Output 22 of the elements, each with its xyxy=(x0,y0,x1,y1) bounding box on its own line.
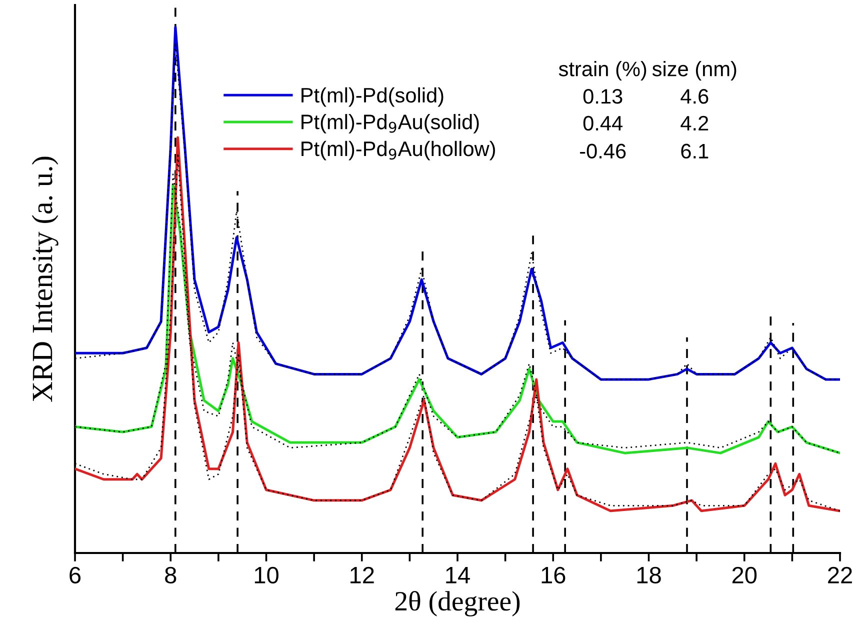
x-tick-label: 6 xyxy=(70,566,81,584)
annotation: 0.44 xyxy=(583,116,623,131)
annotation: 0.13 xyxy=(583,89,622,104)
x-tick-label: 16 xyxy=(542,566,566,584)
y-axis-title: XRD Intensity (a. u.) xyxy=(32,156,58,402)
annotation: 4.2 xyxy=(680,116,708,130)
legend-label: Pt(ml)-Pd$_{9}$Au(solid) xyxy=(302,114,479,134)
x-tick-label: 12 xyxy=(350,566,374,584)
x-tick-label: 8 xyxy=(165,566,176,584)
annotation: strain (%) xyxy=(558,61,646,80)
legend-label: Pt(ml)-Pd$_{9}$Au(hollow) xyxy=(302,140,495,160)
legend-label: Pt(ml)-Pd(solid) xyxy=(302,87,444,107)
x-tick-label: 18 xyxy=(637,566,661,584)
annotation: 4.6 xyxy=(680,89,708,104)
annotation: 6.1 xyxy=(681,144,708,159)
annotation: size (nm) xyxy=(652,61,736,80)
x-tick-label: 22 xyxy=(828,566,852,584)
annotation: -0.46 xyxy=(580,144,626,159)
x-tick-label: 20 xyxy=(732,566,757,584)
x-tick-label: 10 xyxy=(254,566,278,584)
x-axis-title: 2θ (degree) xyxy=(395,590,520,616)
x-tick-label: 14 xyxy=(446,567,470,584)
